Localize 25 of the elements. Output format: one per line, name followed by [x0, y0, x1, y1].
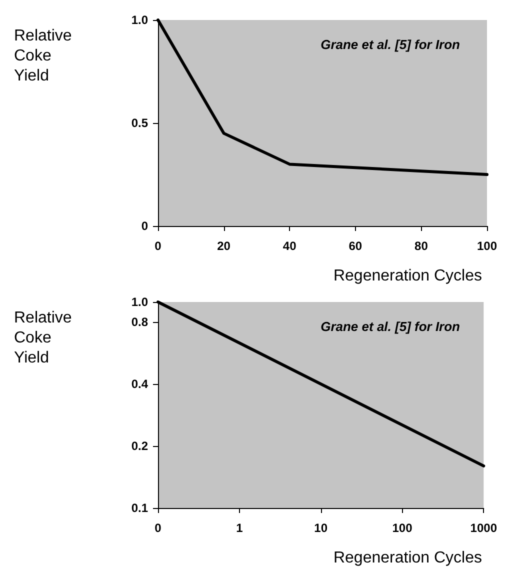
y-tick-label: 1.0	[131, 13, 148, 27]
y-tick-label: 1.0	[131, 295, 148, 309]
x-tick-label: 10	[314, 521, 328, 535]
y-tick-label: 0.8	[131, 314, 148, 329]
annotation: Grane et al. [5] for Iron	[320, 319, 460, 334]
x-tick-label: 20	[217, 239, 231, 253]
x-tick-label: 100	[476, 239, 498, 253]
y-axis-title: Relative Coke Yield	[14, 28, 76, 84]
annotation: Grane et al. [5] for Iron	[320, 37, 460, 52]
x-axis-title: Regeneration Cycles	[333, 550, 482, 566]
x-tick-label: 40	[282, 239, 297, 253]
x-tick-label: 0	[154, 239, 162, 253]
x-tick-label: 0	[154, 521, 162, 535]
x-tick-label: 80	[414, 239, 428, 253]
x-tick-label: 100	[392, 521, 413, 535]
y-tick-label: 0	[141, 219, 148, 233]
y-tick-label: 0.1	[131, 501, 148, 515]
x-axis-title: Regeneration Cycles	[333, 268, 482, 284]
y-axis-title: Relative Coke Yield	[14, 310, 76, 366]
y-tick-label: 0.5	[131, 116, 148, 130]
y-tick-label: 0.2	[131, 438, 148, 453]
y-tick-label: 0.4	[131, 376, 148, 391]
x-tick-label: 1000	[470, 521, 498, 535]
x-tick-label: 60	[348, 239, 362, 253]
x-tick-label: 1	[236, 521, 244, 535]
